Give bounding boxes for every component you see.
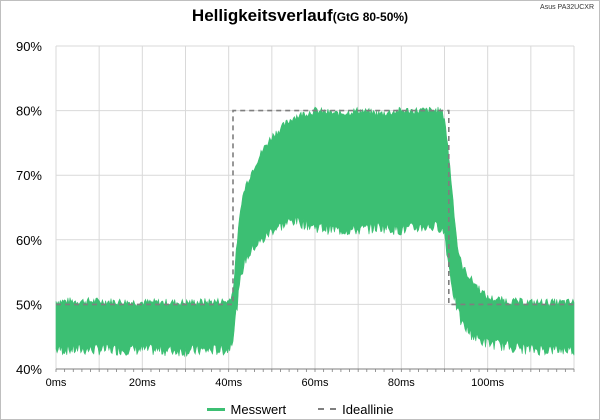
device-label: Asus PA32UCXR (540, 4, 594, 11)
legend-item-measured: Messwert (206, 399, 287, 419)
y-tick-label: 50% (16, 297, 42, 312)
x-tick-label: 60ms (302, 377, 329, 389)
x-tick-label: 0ms (46, 377, 67, 389)
x-tick-label: 100ms (471, 377, 505, 389)
x-tick-label: 80ms (388, 377, 415, 389)
axis-layer: 40% 50% 60% 70% 80% 90% 0ms 20ms 40ms 60ms 80ms 100… (16, 39, 575, 389)
x-tick-label: 20ms (129, 377, 156, 389)
series-layer (55, 106, 575, 358)
y-tick-label: 90% (16, 39, 42, 54)
legend-swatch-ideal (318, 408, 337, 410)
chart-title-main: Helligkeitsverlauf (191, 6, 333, 25)
legend-label-measured: Messwert (230, 401, 287, 417)
y-tick-label: 40% (16, 362, 42, 377)
legend-swatch-measured (206, 407, 225, 411)
legend-label-ideal: Ideallinie (342, 401, 394, 417)
chart-plot: 40% 50% 60% 70% 80% 90% 0ms 20ms 40ms 60ms 80ms 100… (16, 39, 575, 389)
legend-item-ideal: Ideallinie (318, 399, 393, 419)
y-tick-label: 70% (16, 168, 42, 183)
legend: Messwert Ideallinie (0, 399, 600, 419)
y-tick-label: 60% (16, 233, 42, 248)
x-tick-label: 40ms (215, 377, 242, 389)
series-ideal-line (56, 109, 574, 306)
chart-title: Helligkeitsverlauf(GtG 80-50%) (0, 6, 600, 26)
y-tick-label: 80% (16, 104, 42, 119)
series-measured-band (55, 106, 575, 358)
chart-subtitle: (GtG 80-50%) (332, 10, 409, 24)
